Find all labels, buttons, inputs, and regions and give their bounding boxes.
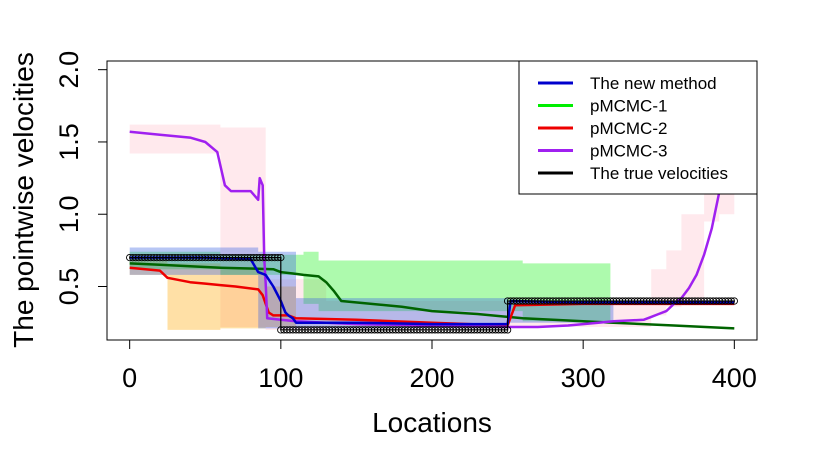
x-tick-label: 400: [712, 363, 757, 393]
y-tick-label: 1.5: [54, 123, 84, 161]
y-tick-label: 1.0: [54, 195, 84, 233]
data-point-true-velocity: [727, 297, 735, 305]
y-axis: 0.5 1.0 1.5 2.0: [54, 51, 108, 306]
data-point-true-velocity: [277, 253, 285, 262]
series-line-the-true-velocities: [129, 257, 735, 331]
data-point-true-velocity: [274, 253, 282, 262]
true-velocity-points: [126, 253, 738, 334]
data-point-true-velocity: [503, 326, 512, 334]
series-lines: [129, 130, 735, 331]
legend-label-pmcmc-1: pMCMC-1: [590, 97, 667, 116]
y-tick-label: 2.0: [54, 51, 84, 89]
band-pmcmc-3: [129, 124, 735, 330]
legend-label-pmcmc-2: pMCMC-2: [590, 119, 667, 138]
x-axis: 0 100 200 300 400: [122, 339, 757, 393]
data-point-true-velocity: [500, 326, 509, 334]
series-line-the-new-method: [129, 256, 735, 326]
data-point-true-velocity: [730, 297, 738, 305]
legend-label-pmcmc-3: pMCMC-3: [590, 142, 667, 161]
legend: The new method pMCMC-1 pMCMC-2 pMCMC-3 The t…: [518, 60, 758, 195]
x-tick-label: 100: [258, 363, 303, 393]
x-tick-label: 300: [561, 363, 606, 393]
y-tick-label: 0.5: [54, 268, 84, 306]
legend-label-the-true-velocities: The true velocities: [590, 164, 728, 183]
y-axis-label: The pointwise velocities: [8, 52, 39, 348]
x-axis-label: Locations: [372, 407, 492, 438]
legend-label-the-new-method: The new method: [590, 74, 717, 93]
x-tick-label: 200: [409, 363, 454, 393]
series-line-pmcmc-1: [129, 262, 735, 330]
x-tick-label: 0: [122, 363, 137, 393]
